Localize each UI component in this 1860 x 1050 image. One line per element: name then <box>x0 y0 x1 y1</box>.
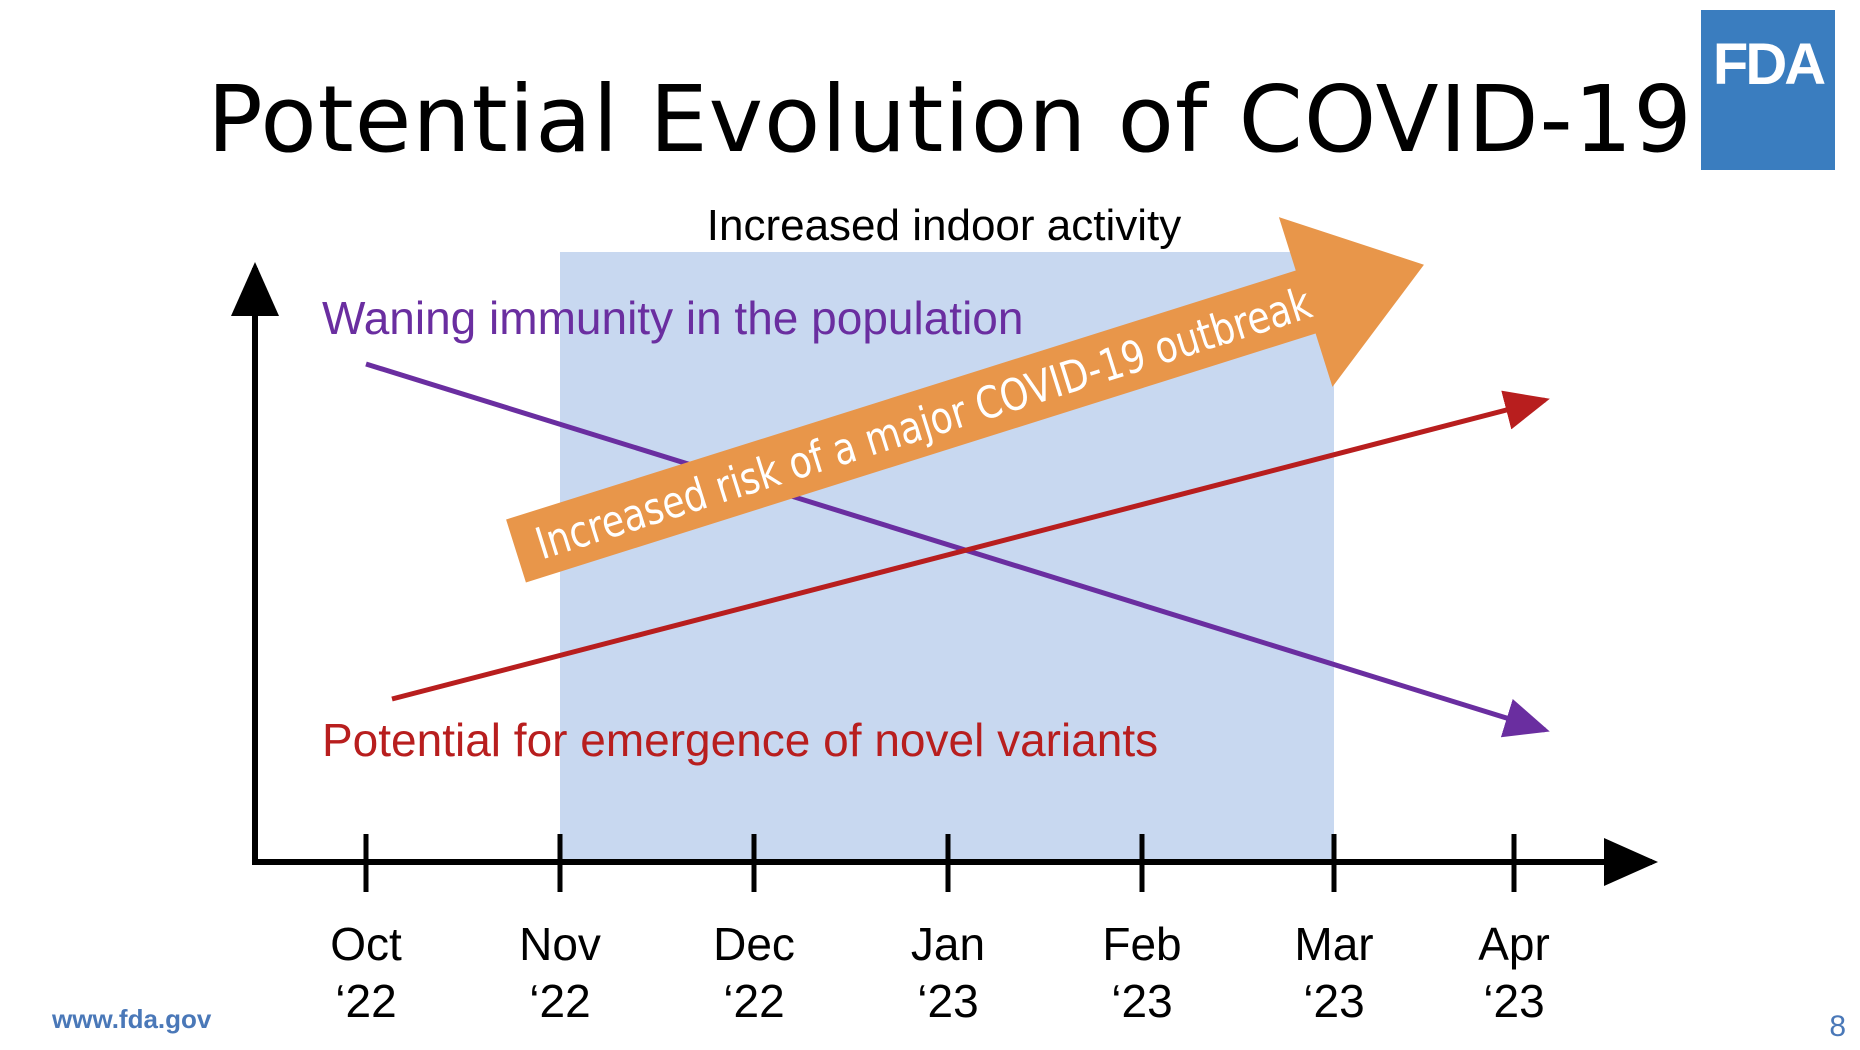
tick-label-year: ‘22 <box>723 975 784 1027</box>
indoor-activity-label: Increased indoor activity <box>707 201 1181 250</box>
tick-label-month: Nov <box>519 918 601 970</box>
novel-variants-label: Potential for emergence of novel variant… <box>322 714 1158 766</box>
tick-label-month: Oct <box>330 918 402 970</box>
tick-label-year: ‘23 <box>1303 975 1364 1027</box>
page-number: 8 <box>1829 1010 1846 1043</box>
slide-title: Potential Evolution of COVID-19 <box>207 66 1693 173</box>
tick-label-month: Mar <box>1294 918 1373 970</box>
tick-label-month: Jan <box>911 918 985 970</box>
x-axis-ticks: Oct‘22Nov‘22Dec‘22Jan‘23Feb‘23Mar‘23Apr‘… <box>330 834 1550 1027</box>
tick-label-year: ‘22 <box>335 975 396 1027</box>
tick-label-year: ‘23 <box>1111 975 1172 1027</box>
novel-variants-line <box>391 390 1550 702</box>
fda-logo: FDA <box>1701 10 1835 170</box>
tick-label-month: Feb <box>1102 918 1181 970</box>
outbreak-risk-arrow-shape <box>506 217 1424 583</box>
waning-immunity-line <box>365 361 1550 738</box>
footer-url: www.fda.gov <box>52 1004 212 1034</box>
tick-label-year: ‘23 <box>917 975 978 1027</box>
fda-logo-text: FDA <box>1712 32 1826 97</box>
tick-label-month: Apr <box>1478 918 1550 970</box>
tick-label-month: Dec <box>713 918 795 970</box>
tick-label-year: ‘23 <box>1483 975 1544 1027</box>
waning-immunity-label: Waning immunity in the population <box>322 292 1023 344</box>
tick-label-year: ‘22 <box>529 975 590 1027</box>
